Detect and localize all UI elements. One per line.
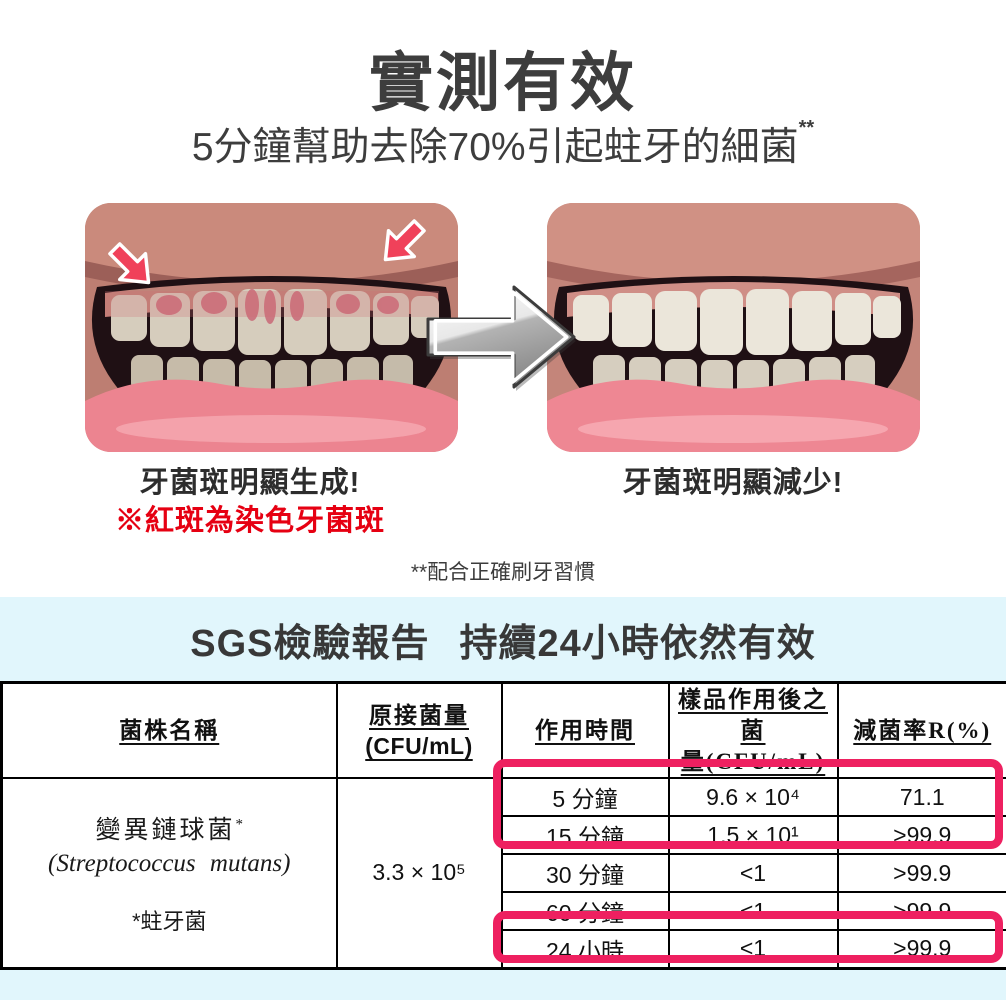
cell-rate-60min: >99.9 <box>836 891 1006 932</box>
cell-count-24hr: <1 <box>667 929 839 970</box>
strain-name: 變異鏈球菌* <box>95 816 243 844</box>
before-caption: 牙菌斑明顯生成! <box>139 467 361 499</box>
col-header-reduction-rate: 減菌率R(%) <box>836 681 1006 780</box>
sgs-banner-report: SGS檢驗報告 <box>190 622 430 665</box>
cell-rate-15min: >99.9 <box>836 815 1006 856</box>
strain-cell: 變異鏈球菌* (Streptococcus mutans) *蛀牙菌 <box>0 777 338 970</box>
plaque-pointer-arrow-right-icon <box>367 208 436 277</box>
before-stain-note: ※紅斑為染色牙菌斑 <box>114 505 385 537</box>
cell-time-24hr: 24 小時 <box>500 929 670 970</box>
cell-count-60min: <1 <box>667 891 839 932</box>
col-header-initial-count: 原接菌量 (CFU/mL) <box>335 681 503 780</box>
brushing-footnote: **配合正確刷牙習慣 <box>410 561 596 584</box>
col-header-strain: 菌株名稱 <box>0 681 338 780</box>
sgs-banner-duration: 持續24小時依然有效 <box>459 622 816 665</box>
cell-count-5min: 9.6 × 10⁴ <box>667 777 839 818</box>
cell-count-15min: 1.5 × 10¹ <box>667 815 839 856</box>
after-caption: 牙菌斑明顯減少! <box>622 467 844 499</box>
page-title: 實測有效 <box>369 47 637 119</box>
sgs-banner: SGS檢驗報告 持續24小時依然有效 <box>0 597 1006 681</box>
page-subtitle: 5分鐘幫助去除70%引起蛀牙的細菌** <box>0 116 1006 172</box>
cell-rate-24hr: >99.9 <box>836 929 1006 970</box>
before-after-arrow-icon <box>424 277 580 397</box>
strain-footnote: *蛀牙菌 <box>131 908 207 934</box>
col-header-time: 作用時間 <box>500 681 670 780</box>
sgs-results-table: 菌株名稱 原接菌量 (CFU/mL) 作用時間 樣品作用後之菌 量(CFU/mL… <box>0 681 1006 970</box>
cell-time-5min: 5 分鐘 <box>500 777 670 818</box>
cell-count-30min: <1 <box>667 853 839 894</box>
cell-time-15min: 15 分鐘 <box>500 815 670 856</box>
cell-time-30min: 30 分鐘 <box>500 853 670 894</box>
cell-time-60min: 60 分鐘 <box>500 891 670 932</box>
after-teeth-illustration <box>547 203 920 452</box>
after-photo <box>547 203 920 452</box>
subtitle-footnote-marker: ** <box>798 117 815 139</box>
plaque-pointer-arrow-left-icon <box>97 231 166 300</box>
cell-rate-5min: 71.1 <box>836 777 1006 818</box>
strain-latin-name: (Streptococcus mutans) <box>48 849 291 877</box>
initial-count-cell: 3.3 × 10⁵ <box>335 777 503 970</box>
cell-rate-30min: >99.9 <box>836 853 1006 894</box>
subtitle-text: 5分鐘幫助去除70%引起蛀牙的細菌 <box>191 126 799 169</box>
col-header-after-count: 樣品作用後之菌 量(CFU/mL) <box>667 681 839 780</box>
